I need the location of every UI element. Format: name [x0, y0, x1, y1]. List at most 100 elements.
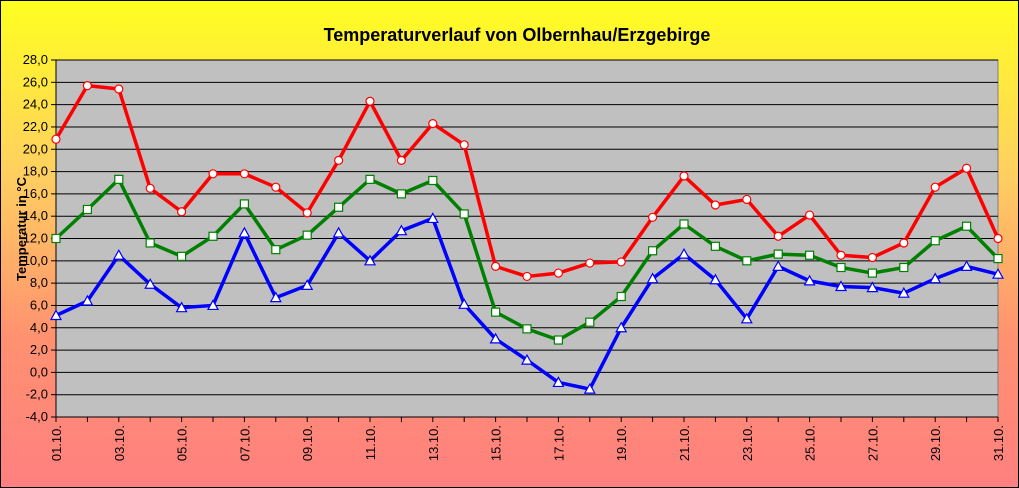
x-tick-label: 19.10. — [614, 425, 629, 461]
data-point — [740, 312, 753, 324]
y-tick-label: 14,0 — [23, 208, 48, 223]
data-point — [773, 231, 783, 241]
data-point — [332, 226, 345, 238]
y-tick-label: 26,0 — [23, 74, 48, 89]
data-point — [49, 309, 63, 321]
y-tick-label: 18,0 — [23, 164, 48, 179]
data-point — [615, 321, 628, 333]
data-point — [897, 286, 910, 298]
data-point — [772, 260, 785, 271]
series-3 — [49, 212, 1005, 394]
data-point — [709, 273, 722, 285]
data-point — [836, 262, 846, 273]
data-point — [428, 118, 438, 129]
series-2 — [51, 174, 1003, 345]
data-point — [930, 236, 940, 246]
data-point — [491, 307, 501, 317]
x-tick-label: 11.10. — [363, 425, 378, 460]
data-point — [585, 317, 595, 327]
y-tick-label: 22,0 — [23, 119, 48, 134]
data-point — [616, 291, 626, 302]
data-point — [616, 257, 626, 267]
x-tick-label: 25.10. — [803, 425, 818, 461]
data-point — [710, 200, 721, 210]
x-tick-label: 27.10. — [865, 425, 880, 461]
data-point — [112, 248, 125, 260]
series-layer — [49, 81, 1005, 394]
data-point — [302, 230, 312, 240]
data-point — [365, 96, 375, 106]
data-point — [271, 182, 281, 192]
data-point — [238, 226, 251, 238]
data-point — [82, 204, 93, 215]
data-point — [239, 169, 249, 179]
data-point — [710, 241, 721, 251]
data-point — [553, 335, 564, 345]
y-tick-label: 0,0 — [30, 364, 48, 379]
y-tick-label: 8,0 — [30, 275, 48, 290]
data-point — [742, 256, 752, 266]
y-tick-label: 28,0 — [23, 52, 48, 67]
data-point — [803, 274, 816, 286]
data-point — [993, 233, 1003, 244]
y-tick-label: 2,0 — [30, 342, 48, 357]
data-point — [114, 84, 124, 94]
data-point — [866, 281, 879, 293]
data-point — [206, 299, 220, 311]
data-point — [867, 252, 878, 263]
data-point — [428, 175, 438, 186]
data-point — [930, 182, 940, 192]
data-point — [961, 163, 972, 173]
data-point — [51, 134, 61, 144]
y-tick-label: 4,0 — [30, 320, 48, 335]
data-point — [269, 291, 282, 303]
y-tick-label: 6,0 — [30, 297, 48, 312]
data-point — [145, 238, 155, 248]
data-point — [899, 238, 909, 248]
series-1 — [51, 81, 1003, 282]
data-point — [804, 250, 815, 260]
x-axis-ticks: 01.10. 03.10. 05.10. 07.10. 09.10. 11.10. 13.1… — [49, 417, 1006, 461]
data-point — [239, 199, 249, 209]
data-point — [301, 279, 314, 290]
x-tick-label: 05.10. — [175, 425, 190, 461]
data-point — [426, 212, 439, 224]
data-point — [302, 208, 312, 218]
data-point — [334, 155, 344, 166]
data-point — [647, 246, 658, 256]
y-tick-label: -2,0 — [26, 387, 48, 402]
data-point — [459, 209, 469, 219]
data-point — [991, 267, 1005, 279]
data-point — [677, 247, 691, 259]
x-tick-label: 13.10. — [426, 425, 441, 461]
data-point — [961, 221, 972, 231]
data-point — [742, 194, 752, 205]
y-axis-label: Temperatur in °C — [14, 176, 29, 281]
data-point — [177, 207, 187, 217]
data-point — [552, 376, 565, 388]
data-point — [679, 171, 689, 181]
y-tick-label: -4,0 — [26, 409, 48, 424]
x-tick-label: 23.10. — [740, 425, 755, 461]
data-point — [395, 224, 408, 236]
data-point — [144, 278, 157, 289]
data-point — [647, 212, 658, 222]
data-point — [489, 332, 502, 344]
data-point — [177, 251, 187, 261]
data-point — [208, 231, 218, 241]
x-tick-label: 31.10. — [991, 425, 1006, 461]
data-point — [553, 268, 564, 278]
data-point — [646, 272, 659, 284]
data-point — [836, 250, 846, 260]
x-tick-label: 07.10. — [237, 425, 252, 461]
x-tick-label: 03.10. — [112, 425, 127, 461]
data-point — [867, 268, 878, 278]
data-point — [396, 189, 406, 199]
x-tick-label: 17.10. — [551, 425, 566, 461]
data-point — [365, 174, 375, 184]
data-point — [583, 382, 596, 394]
x-tick-label: 29.10. — [928, 425, 943, 461]
data-point — [396, 155, 406, 166]
